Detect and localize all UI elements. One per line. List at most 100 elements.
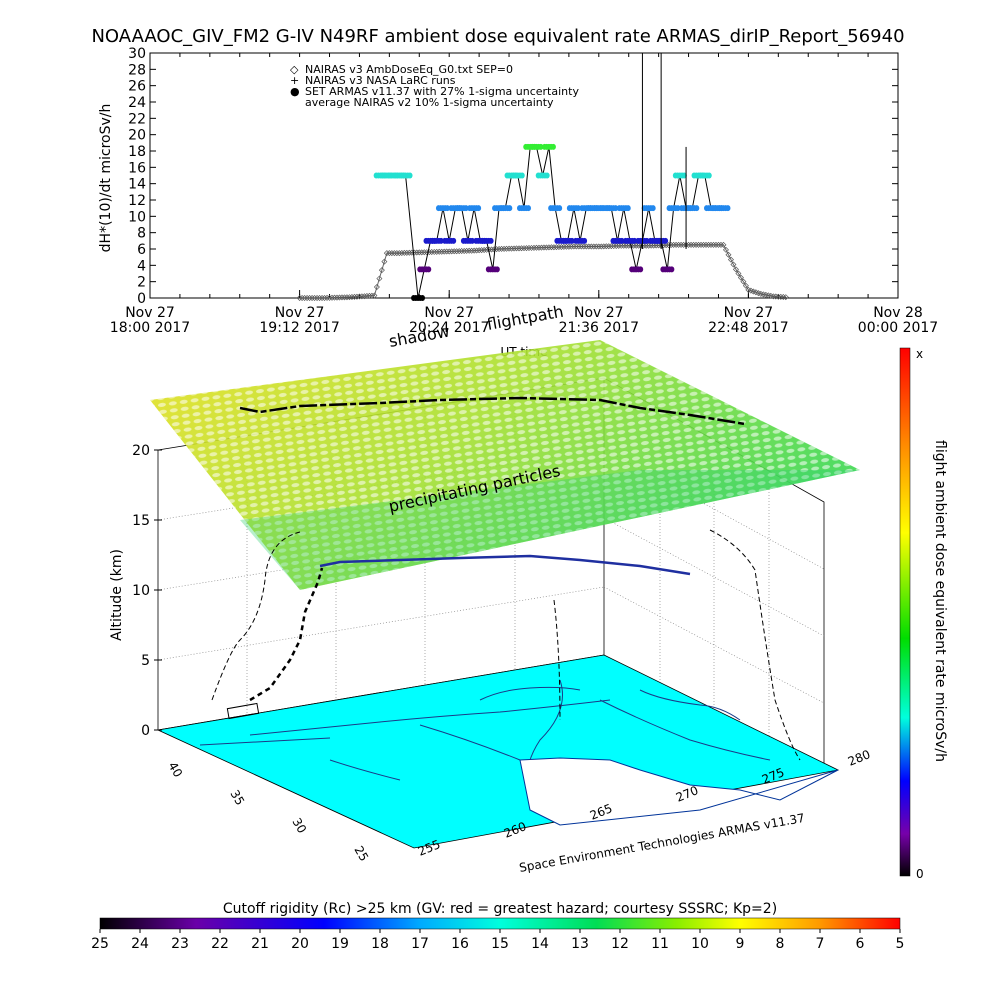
nairas-point xyxy=(371,292,378,299)
rigidity-tick-label: 18 xyxy=(371,936,389,952)
y-tick-label: 24 xyxy=(128,95,146,111)
rigidity-colorbar-ticks: 25 24 23 22 21 20 19 18 17 16 15 14 13 12 11 10 9 8 7 6 5 xyxy=(91,929,904,952)
nairas-point xyxy=(755,290,762,297)
armas-point xyxy=(519,172,525,179)
nairas-point xyxy=(737,274,744,281)
nairas-point xyxy=(368,292,375,299)
rigidity-tick-label: 23 xyxy=(171,936,189,952)
armas-point xyxy=(669,266,675,273)
x-tick-label-date: Nov 28 xyxy=(873,305,923,321)
armas-point xyxy=(525,205,532,212)
rigidity-tick-label: 13 xyxy=(571,936,589,952)
legend-symbol: + xyxy=(290,74,299,87)
y-tick-label: 16 xyxy=(128,160,146,176)
armas-point xyxy=(725,205,731,212)
rigidity-tick-label: 20 xyxy=(291,936,309,952)
legend-entry: average NAIRAS v2 10% 1-sigma uncertaint… xyxy=(305,96,554,109)
armas-point xyxy=(625,205,631,212)
nairas-point xyxy=(722,246,729,253)
nairas-point xyxy=(750,288,757,295)
y-tick-label: 4 xyxy=(137,258,146,274)
rigidity-colorbar-label: Cutoff rigidity (Rc) >25 km (GV: red = g… xyxy=(223,901,777,917)
rigidity-tick-label: 21 xyxy=(251,936,269,952)
legend-symbol: ◇ xyxy=(290,63,299,76)
shadow-flight-path xyxy=(239,396,746,426)
rigidity-tick-label: 5 xyxy=(896,936,905,952)
y-tick-label: 0 xyxy=(137,291,146,307)
longitude-tick-label: 280 xyxy=(846,747,872,769)
nairas-point xyxy=(725,251,732,258)
armas-point xyxy=(613,205,619,212)
armas-point xyxy=(662,237,669,244)
latitude-tick-label: 25 xyxy=(351,844,371,864)
armas-point xyxy=(507,205,513,212)
rigidity-tick-label: 14 xyxy=(531,936,549,952)
start-marker-box xyxy=(226,702,260,720)
armas-point xyxy=(494,266,500,273)
x-tick-label-time: 18:00 2017 xyxy=(110,320,190,336)
nairas-point xyxy=(767,292,774,299)
rigidity-tick-label: 15 xyxy=(491,936,509,952)
armas-point xyxy=(619,237,625,244)
y-tick-label: 22 xyxy=(128,111,146,127)
nairas-point xyxy=(757,290,764,297)
projection-left xyxy=(211,531,301,701)
dose-colorbar-bottom: 0 xyxy=(916,867,924,881)
x-tick-label-time: 21:36 2017 xyxy=(559,320,639,336)
altitude-axis-label: Altitude (km) xyxy=(109,549,125,641)
armas-point xyxy=(650,205,656,212)
nairas-point xyxy=(378,267,385,274)
flightpath-annotation: flightpath xyxy=(485,302,565,334)
x-tick-label-date: Nov 27 xyxy=(724,305,774,321)
armas-point xyxy=(544,172,550,179)
altitude-tick-label: 20 xyxy=(132,443,150,459)
armas-point xyxy=(569,237,575,244)
nairas-point xyxy=(717,241,724,248)
plot-area xyxy=(296,53,789,301)
armas-point xyxy=(419,295,426,301)
armas-line xyxy=(380,146,724,299)
legend: ◇ NAIRAS v3 AmbDoseEq_G0.txt SEP=0 + NAIRAS… xyxy=(290,63,579,109)
nairas-point xyxy=(745,286,752,293)
x-tick-label-time: 00:00 2017 xyxy=(858,320,938,336)
nairas-point xyxy=(732,266,739,273)
armas-point xyxy=(694,205,700,212)
nairas-point xyxy=(740,278,747,285)
latitude-ticks: 40 35 30 25 xyxy=(165,760,371,864)
projection-mid xyxy=(553,599,561,721)
armas-point xyxy=(638,266,644,273)
rigidity-tick-label: 24 xyxy=(131,936,149,952)
nairas-point xyxy=(735,270,742,277)
armas-point xyxy=(550,143,556,150)
armas-point xyxy=(469,237,475,244)
rigidity-tick-label: 9 xyxy=(736,936,745,952)
armas-point xyxy=(426,266,432,273)
altitude-ticks: 0 5 10 15 20 xyxy=(132,443,162,739)
y-tick-label: 12 xyxy=(128,193,146,209)
rigidity-tick-label: 22 xyxy=(211,936,229,952)
armas-point xyxy=(407,172,413,179)
time-series-frame xyxy=(149,52,899,299)
nairas-point xyxy=(376,275,383,282)
latitude-tick-label: 30 xyxy=(289,816,309,836)
y-tick-label: 8 xyxy=(137,226,146,242)
flight-path-cruise xyxy=(319,554,691,576)
rigidity-tick-label: 11 xyxy=(651,936,669,952)
y-tick-label: 14 xyxy=(128,177,146,193)
y-tick-label: 2 xyxy=(137,275,146,291)
legend-entry: NAIRAS v3 AmbDoseEq_G0.txt SEP=0 xyxy=(305,63,513,76)
flight-path-climb xyxy=(249,567,324,702)
dose-colorbar-label: flight ambient dose equivalent rate micr… xyxy=(932,440,948,762)
rigidity-tick-label: 19 xyxy=(331,936,349,952)
nairas-point xyxy=(760,291,767,298)
nairas-point xyxy=(780,294,787,301)
nairas-point xyxy=(720,241,727,248)
rigidity-tick-label: 10 xyxy=(691,936,709,952)
y-tick-label: 18 xyxy=(128,144,146,160)
armas-point xyxy=(438,237,444,244)
particle-texture xyxy=(150,340,860,590)
rigidity-tick-label: 7 xyxy=(816,936,825,952)
